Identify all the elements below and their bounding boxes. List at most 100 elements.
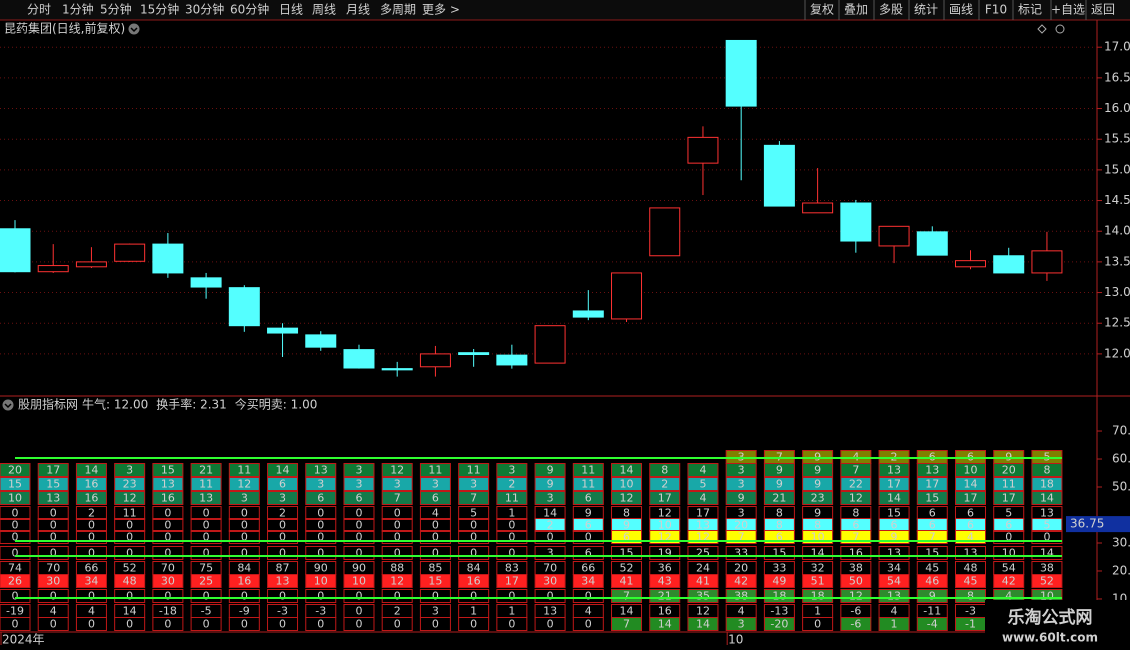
toolbar-button[interactable]: 标记 [1018, 3, 1042, 17]
period-tab[interactable]: 月线 [346, 3, 370, 17]
cell-value: 6 [279, 478, 286, 491]
y-tick-label: 14.00 [1104, 224, 1130, 238]
table-cell [305, 463, 337, 477]
cell-value: 16 [84, 492, 98, 505]
table-cell [840, 477, 872, 491]
cell-value: 0 [241, 618, 248, 631]
y-tick-label: 16.50 [1104, 70, 1130, 84]
period-tab[interactable]: 日线 [279, 3, 303, 17]
period-tab[interactable]: 分时 [27, 3, 51, 17]
table-cell [267, 530, 299, 544]
table-cell [993, 463, 1025, 477]
cell-value: 0 [432, 519, 439, 532]
cell-value: 5 [1043, 519, 1050, 532]
toolbar-button[interactable]: 复权 [810, 3, 834, 17]
cell-value: 14 [276, 464, 290, 477]
toolbar-button[interactable]: +自选 [1051, 3, 1085, 17]
cell-value: 70 [46, 562, 60, 575]
cell-value: 0 [12, 531, 19, 544]
cell-value: 13 [161, 478, 175, 491]
table-cell [419, 589, 451, 603]
period-tab[interactable]: 1分钟 [62, 2, 94, 17]
cell-value: 0 [279, 590, 286, 603]
cell-value: 3 [355, 478, 362, 491]
cell-value: -6 [850, 618, 861, 631]
table-cell [916, 477, 948, 491]
table-cell [993, 477, 1025, 491]
toolbar-button[interactable]: 叠加 [844, 3, 868, 17]
toolbar-button[interactable]: 画线 [949, 3, 973, 17]
table-cell [152, 546, 184, 560]
period-tab[interactable]: 周线 [312, 3, 336, 17]
panel-icon[interactable] [1037, 24, 1047, 34]
table-cell [993, 574, 1025, 588]
toolbar-button[interactable]: F10 [985, 3, 1007, 17]
cell-value: 11 [428, 464, 442, 477]
table-cell [419, 518, 451, 532]
cell-value: 54 [1002, 562, 1016, 575]
cell-value: 9 [585, 507, 592, 520]
cell-value: 3 [241, 492, 248, 505]
table-cell [37, 589, 69, 603]
table-cell [993, 491, 1025, 505]
period-tab[interactable]: 15分钟 [140, 2, 179, 17]
table-cell [993, 518, 1025, 532]
table-cell [114, 518, 146, 532]
table-cell [228, 589, 260, 603]
table-cell [534, 617, 566, 631]
table-cell [649, 589, 681, 603]
cell-value: 3 [738, 618, 745, 631]
table-cell [1031, 463, 1063, 477]
cell-value: 0 [470, 618, 477, 631]
cell-value: 0 [317, 507, 324, 520]
period-tab[interactable]: 多周期 [380, 3, 416, 17]
indicator-menu-icon[interactable] [2, 399, 14, 411]
cell-value: 14 [811, 547, 825, 560]
cell-value: 10 [314, 575, 328, 588]
cell-value: 6 [1005, 519, 1012, 532]
table-cell [0, 617, 31, 631]
cell-value: 0 [508, 519, 515, 532]
table-cell [228, 463, 260, 477]
period-tab[interactable]: 5分钟 [100, 2, 132, 17]
cell-value: 87 [276, 562, 290, 575]
table-cell [725, 574, 757, 588]
table-cell [687, 477, 719, 491]
cell-value: 0 [317, 618, 324, 631]
panel-icon[interactable] [1055, 24, 1065, 34]
period-tab[interactable]: 更多 > [422, 3, 460, 17]
table-cell [955, 463, 986, 477]
cell-value: 9 [776, 478, 783, 491]
cell-value: 16 [467, 575, 481, 588]
table-cell [267, 589, 299, 603]
table-cell [114, 530, 146, 544]
cell-value: 0 [126, 519, 133, 532]
cell-value: 6 [967, 519, 974, 532]
table-cell [763, 477, 795, 491]
cell-value: 0 [355, 507, 362, 520]
table-cell [228, 617, 260, 631]
cell-value: 10 [352, 575, 366, 588]
cell-value: 16 [84, 478, 98, 491]
table-cell [114, 491, 146, 505]
period-tab[interactable]: 30分钟 [185, 2, 224, 17]
cell-value: 66 [84, 562, 98, 575]
cell-value: 15 [887, 507, 901, 520]
table-cell [840, 463, 872, 477]
period-tab[interactable]: 60分钟 [230, 2, 269, 17]
cell-value: 0 [508, 590, 515, 603]
toolbar-button[interactable]: 多股 [879, 3, 903, 17]
cell-value: 11 [581, 478, 595, 491]
title-menu-icon[interactable] [128, 23, 140, 35]
table-cell [114, 546, 146, 560]
toolbar-button[interactable]: 返回 [1091, 3, 1115, 17]
table-cell [75, 463, 107, 477]
table-cell [725, 589, 757, 603]
cell-value: 1 [508, 605, 515, 618]
cell-value: 0 [508, 547, 515, 560]
toolbar-button[interactable]: 统计 [914, 3, 938, 17]
cell-value: 15 [161, 464, 175, 477]
table-cell [916, 589, 948, 603]
cell-value: 0 [164, 547, 171, 560]
cell-value: 0 [164, 531, 171, 544]
